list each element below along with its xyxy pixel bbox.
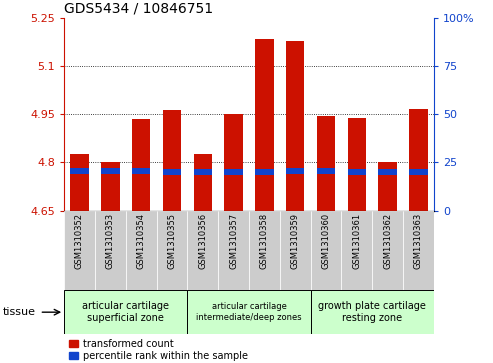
Bar — [218, 211, 249, 290]
Text: GSM1310352: GSM1310352 — [75, 213, 84, 269]
Text: GSM1310356: GSM1310356 — [198, 213, 207, 269]
Bar — [193, 170, 212, 175]
Legend: transformed count, percentile rank within the sample: transformed count, percentile rank withi… — [69, 339, 247, 361]
Text: GDS5434 / 10846751: GDS5434 / 10846751 — [64, 1, 213, 16]
FancyBboxPatch shape — [311, 290, 434, 334]
Bar — [157, 211, 187, 290]
Text: GSM1310357: GSM1310357 — [229, 213, 238, 269]
Text: GSM1310358: GSM1310358 — [260, 213, 269, 269]
Bar — [372, 211, 403, 290]
Bar — [70, 168, 89, 174]
Bar — [255, 170, 274, 175]
Text: GSM1310360: GSM1310360 — [321, 213, 330, 269]
Bar — [341, 211, 372, 290]
Bar — [132, 168, 150, 174]
Bar — [317, 116, 335, 211]
Bar — [224, 170, 243, 175]
Bar — [348, 169, 366, 175]
Text: GSM1310353: GSM1310353 — [106, 213, 115, 269]
Bar — [132, 119, 150, 211]
FancyBboxPatch shape — [64, 290, 187, 334]
Text: GSM1310354: GSM1310354 — [137, 213, 145, 269]
Bar — [193, 154, 212, 211]
Bar — [64, 211, 95, 290]
Text: growth plate cartilage
resting zone: growth plate cartilage resting zone — [318, 301, 426, 323]
Bar — [224, 114, 243, 211]
Bar — [378, 163, 397, 211]
Bar — [403, 211, 434, 290]
Bar — [286, 168, 305, 174]
Text: GSM1310359: GSM1310359 — [291, 213, 300, 269]
Bar — [101, 168, 120, 174]
Bar — [249, 211, 280, 290]
Bar — [378, 170, 397, 175]
Text: articular cartilage
superficial zone: articular cartilage superficial zone — [82, 301, 169, 323]
Bar — [101, 163, 120, 211]
Bar — [311, 211, 341, 290]
Bar — [255, 39, 274, 211]
Text: articular cartilage
intermediate/deep zones: articular cartilage intermediate/deep zo… — [196, 302, 302, 322]
Text: GSM1310362: GSM1310362 — [383, 213, 392, 269]
FancyBboxPatch shape — [187, 290, 311, 334]
Bar — [409, 109, 427, 211]
Bar — [280, 211, 311, 290]
Bar — [163, 170, 181, 175]
Text: GSM1310355: GSM1310355 — [168, 213, 176, 269]
Bar — [163, 110, 181, 211]
Bar — [187, 211, 218, 290]
Bar — [409, 169, 427, 175]
Bar — [286, 41, 305, 211]
Text: GSM1310361: GSM1310361 — [352, 213, 361, 269]
Bar — [126, 211, 157, 290]
Bar — [95, 211, 126, 290]
Text: tissue: tissue — [2, 307, 35, 317]
Text: GSM1310363: GSM1310363 — [414, 213, 423, 269]
Bar — [317, 168, 335, 174]
Bar — [70, 154, 89, 211]
Bar — [348, 118, 366, 211]
